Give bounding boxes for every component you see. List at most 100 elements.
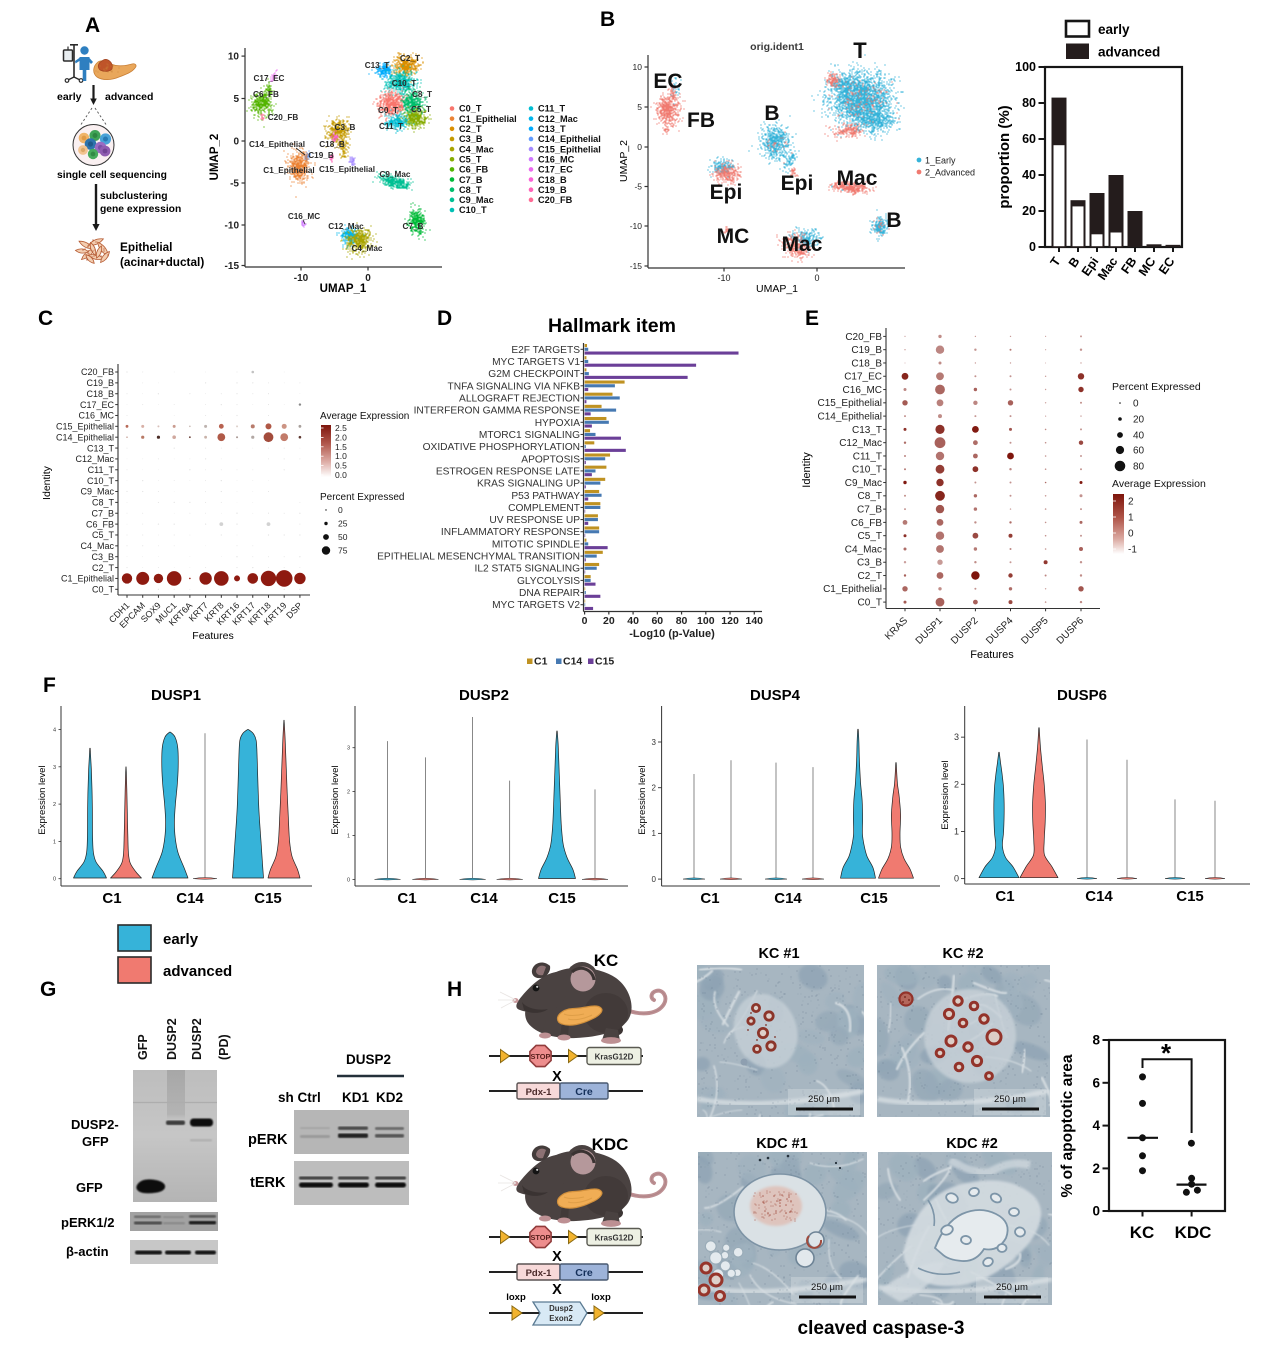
svg-text:2: 2 — [652, 784, 657, 793]
svg-text:C6_FB: C6_FB — [459, 165, 488, 175]
svg-text:3: 3 — [53, 765, 56, 771]
svg-text:DNA REPAIR: DNA REPAIR — [519, 588, 580, 599]
svg-text:C18_B: C18_B — [851, 358, 882, 369]
svg-text:TNFA SIGNALING VIA NFKB: TNFA SIGNALING VIA NFKB — [448, 381, 581, 392]
svg-text:0.0: 0.0 — [335, 470, 347, 480]
svg-text:-10: -10 — [294, 273, 309, 284]
svg-text:C4_Mac: C4_Mac — [352, 244, 383, 253]
svg-text:early: early — [163, 931, 199, 948]
svg-text:250 μm: 250 μm — [996, 1282, 1028, 1293]
svg-text:MC: MC — [717, 225, 750, 248]
svg-text:GFP: GFP — [82, 1134, 109, 1149]
svg-text:C9_Mac: C9_Mac — [80, 487, 114, 497]
svg-text:80: 80 — [676, 615, 688, 627]
svg-text:-15: -15 — [630, 261, 643, 271]
svg-text:P53 PATHWAY: P53 PATHWAY — [511, 491, 580, 502]
svg-text:KRAS SIGNALING UP: KRAS SIGNALING UP — [477, 479, 580, 490]
svg-text:C12_Mac: C12_Mac — [75, 454, 114, 464]
svg-text:C5_T: C5_T — [858, 531, 882, 542]
svg-text:C15: C15 — [1176, 888, 1204, 905]
svg-text:C19_B: C19_B — [86, 378, 114, 388]
svg-text:C14_Epithelial: C14_Epithelial — [249, 140, 305, 149]
svg-text:60: 60 — [1133, 446, 1145, 457]
svg-text:C12_Mac: C12_Mac — [328, 222, 364, 231]
svg-text:0: 0 — [1092, 1204, 1100, 1219]
svg-text:10: 10 — [228, 52, 240, 63]
svg-text:C2_T: C2_T — [858, 571, 882, 582]
svg-text:IL2 STAT5 SIGNALING: IL2 STAT5 SIGNALING — [475, 564, 581, 575]
svg-text:Epi: Epi — [710, 181, 743, 204]
svg-text:KDC: KDC — [1175, 1223, 1212, 1242]
svg-text:-10: -10 — [225, 221, 240, 232]
svg-text:KC: KC — [594, 951, 619, 970]
svg-text:5: 5 — [637, 102, 642, 112]
svg-text:C10_T: C10_T — [852, 465, 882, 476]
svg-text:60: 60 — [1022, 132, 1036, 146]
svg-text:UMAP_1: UMAP_1 — [320, 283, 367, 295]
svg-text:T: T — [853, 38, 867, 63]
svg-text:C1: C1 — [995, 888, 1014, 905]
svg-text:C0_T: C0_T — [92, 585, 115, 595]
svg-text:C13_T: C13_T — [87, 443, 115, 453]
svg-text:4: 4 — [1092, 1118, 1100, 1133]
svg-text:Expression level: Expression level — [637, 765, 648, 834]
svg-text:C7_B: C7_B — [91, 508, 114, 518]
svg-text:early: early — [57, 91, 82, 103]
svg-text:-10: -10 — [717, 273, 730, 283]
svg-text:advanced: advanced — [163, 963, 232, 980]
svg-text:C1_Epithelial: C1_Epithelial — [61, 574, 114, 584]
svg-text:2: 2 — [53, 802, 56, 808]
svg-text:Percent Expressed: Percent Expressed — [1112, 381, 1201, 393]
svg-text:-15: -15 — [225, 261, 240, 272]
svg-text:C3_B: C3_B — [459, 134, 483, 144]
svg-text:C3_B: C3_B — [91, 552, 114, 562]
svg-text:C: C — [38, 307, 53, 330]
svg-text:single cell sequencing: single cell sequencing — [57, 170, 167, 181]
svg-text:G2M CHECKPOINT: G2M CHECKPOINT — [488, 369, 580, 380]
svg-text:C19_B: C19_B — [851, 345, 882, 356]
svg-text:C11_T: C11_T — [853, 451, 882, 462]
svg-text:0: 0 — [1133, 399, 1139, 410]
svg-text:C19_B: C19_B — [308, 151, 334, 160]
svg-text:sh Ctrl: sh Ctrl — [278, 1090, 321, 1105]
svg-text:C12_Mac: C12_Mac — [538, 114, 578, 124]
svg-text:C0_T: C0_T — [378, 106, 398, 115]
svg-text:C9_Mac: C9_Mac — [845, 478, 882, 489]
svg-text:DUSP6: DUSP6 — [1057, 687, 1107, 704]
svg-text:25: 25 — [338, 519, 348, 529]
svg-text:250 μm: 250 μm — [994, 1094, 1026, 1105]
svg-text:10: 10 — [633, 62, 643, 72]
svg-text:3: 3 — [652, 738, 657, 747]
svg-text:Identity: Identity — [801, 452, 813, 488]
svg-text:DUSP2: DUSP2 — [165, 1018, 179, 1060]
svg-text:KrasG12D: KrasG12D — [595, 1053, 634, 1062]
svg-text:C18_B: C18_B — [86, 389, 114, 399]
svg-text:loxp: loxp — [591, 1292, 611, 1303]
svg-text:20: 20 — [603, 615, 615, 627]
svg-text:C8_T: C8_T — [412, 90, 432, 99]
svg-text:early: early — [1098, 22, 1130, 37]
svg-text:2_Advanced: 2_Advanced — [925, 168, 975, 178]
svg-text:X: X — [552, 1069, 562, 1085]
svg-text:Cre: Cre — [575, 1086, 593, 1098]
svg-text:C11_T: C11_T — [379, 122, 403, 131]
svg-text:1_Early: 1_Early — [925, 156, 956, 166]
svg-text:D: D — [437, 307, 452, 330]
svg-text:ALLOGRAFT REJECTION: ALLOGRAFT REJECTION — [459, 393, 580, 404]
svg-text:MITOTIC SPINDLE: MITOTIC SPINDLE — [492, 539, 580, 550]
svg-text:2.0: 2.0 — [335, 432, 347, 442]
svg-text:C9_Mac: C9_Mac — [380, 170, 411, 179]
svg-text:GFP: GFP — [136, 1034, 150, 1060]
svg-text:1: 1 — [954, 826, 959, 836]
svg-text:gene expression: gene expression — [100, 204, 181, 215]
svg-text:C11_T: C11_T — [88, 465, 115, 475]
svg-text:Expression level: Expression level — [940, 760, 951, 829]
svg-text:G: G — [40, 978, 56, 1001]
svg-text:0: 0 — [347, 877, 350, 883]
svg-text:C1: C1 — [534, 656, 548, 668]
svg-text:β-actin: β-actin — [66, 1244, 109, 1259]
svg-text:C15_Epithelial: C15_Epithelial — [56, 422, 114, 432]
svg-text:KD1: KD1 — [342, 1090, 369, 1105]
svg-text:C15_Epithelial: C15_Epithelial — [538, 144, 601, 154]
svg-text:C13_T: C13_T — [365, 61, 390, 70]
